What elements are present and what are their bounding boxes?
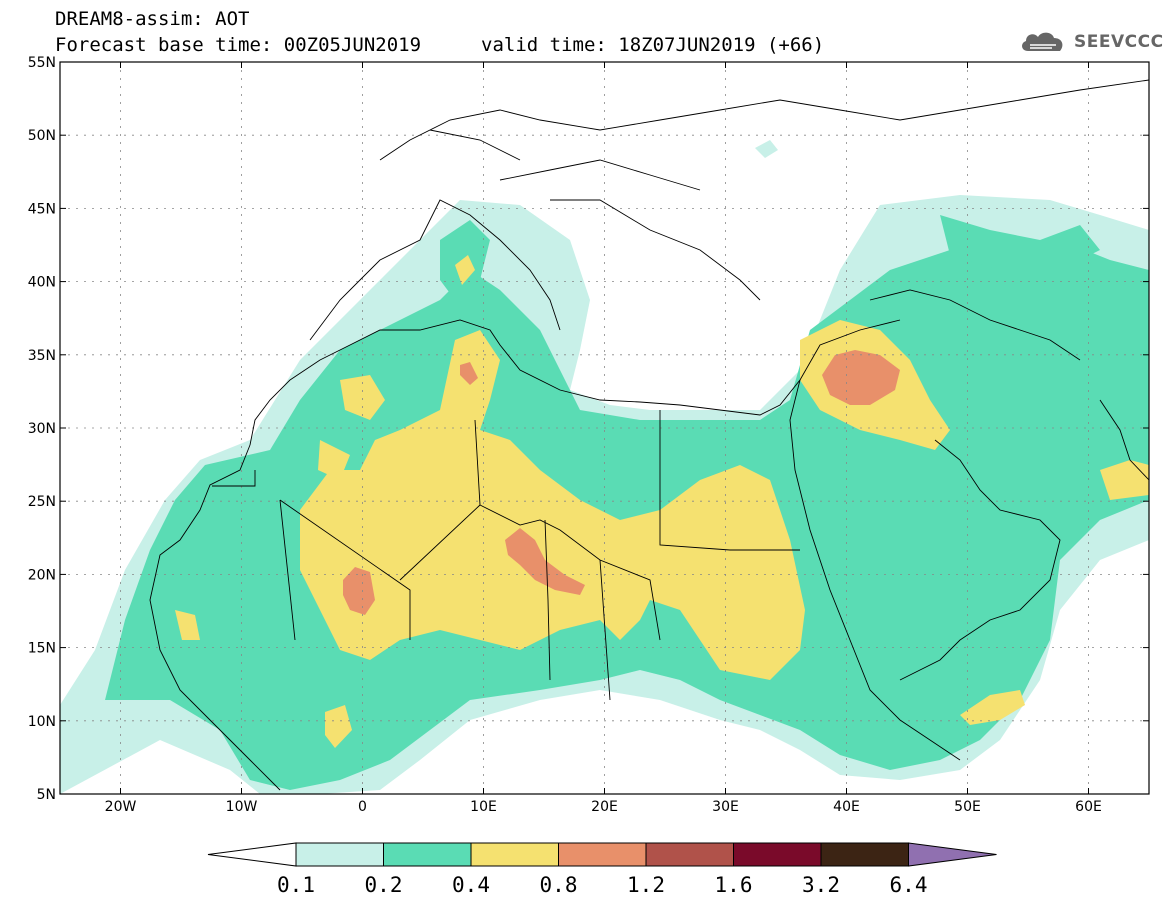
lat-label: 15N (28, 641, 56, 657)
colorbar: 0.1 0.2 0.4 0.8 1.2 1.6 3.2 6.4 (207, 842, 997, 897)
lon-label: 50E (954, 799, 981, 815)
lat-label: 45N (28, 201, 56, 217)
longitude-labels: 20W 10W 0 10E 20E 30E 40E 50E 60E (105, 799, 1102, 815)
lat-label: 35N (28, 348, 56, 364)
map-title: DREAM8-assim: AOT (55, 8, 250, 30)
colorbar-tick-label: 1.2 (627, 873, 665, 897)
map-coastlines-and-borders (60, 62, 1149, 794)
seevccc-logo: SEEVCCC (1018, 28, 1164, 56)
valid-time: valid time: 18Z07JUN2019 (+66) (481, 34, 825, 56)
axis-ticks (60, 61, 1149, 795)
lat-label: 5N (37, 787, 56, 803)
colorbar-tick-label: 1.6 (715, 873, 753, 897)
colorbar-tick-label: 0.2 (365, 873, 403, 897)
colorbar-tick-label: 0.4 (452, 873, 490, 897)
latitude-labels: 55N 50N 45N 40N 35N 30N 25N 20N 15N 10N 5N (28, 55, 56, 803)
aot-band-0.8-1.2 (343, 350, 900, 615)
colorbar-segment (733, 842, 822, 867)
colorbar-segment (645, 842, 734, 867)
lat-label: 50N (28, 128, 56, 144)
colorbar-segment (820, 842, 909, 867)
lon-label: 60E (1075, 799, 1102, 815)
colorbar-tick-label: 6.4 (890, 873, 928, 897)
colorbar-tick-label: 0.8 (540, 873, 578, 897)
lon-label: 20E (591, 799, 618, 815)
lon-label: 0 (358, 799, 367, 815)
lon-label: 30E (712, 799, 739, 815)
map-gridlines (60, 62, 1149, 794)
colorbar-tick-label: 0.1 (277, 873, 315, 897)
lon-label: 20W (105, 799, 137, 815)
colorbar-over-arrow (908, 842, 997, 867)
lat-label: 40N (28, 275, 56, 291)
colorbar-segment (470, 842, 559, 867)
lon-label: 10W (226, 799, 258, 815)
lat-label: 55N (28, 55, 56, 71)
forecast-base-time: Forecast base time: 00Z05JUN2019 (55, 34, 422, 56)
map-plot-area (60, 62, 1149, 794)
cloud-logo-icon (1022, 32, 1063, 51)
colorbar-segment (383, 842, 472, 867)
lon-label: 40E (833, 799, 860, 815)
colorbar-segment (295, 842, 384, 867)
lat-label: 10N (28, 714, 56, 730)
colorbar-segment (558, 842, 647, 867)
lat-label: 30N (28, 421, 56, 437)
lon-label: 10E (470, 799, 497, 815)
lat-label: 20N (28, 567, 56, 583)
logo-text: SEEVCCC (1074, 32, 1164, 52)
lat-label: 25N (28, 494, 56, 510)
colorbar-under-arrow (207, 842, 297, 867)
colorbar-tick-label: 3.2 (802, 873, 840, 897)
